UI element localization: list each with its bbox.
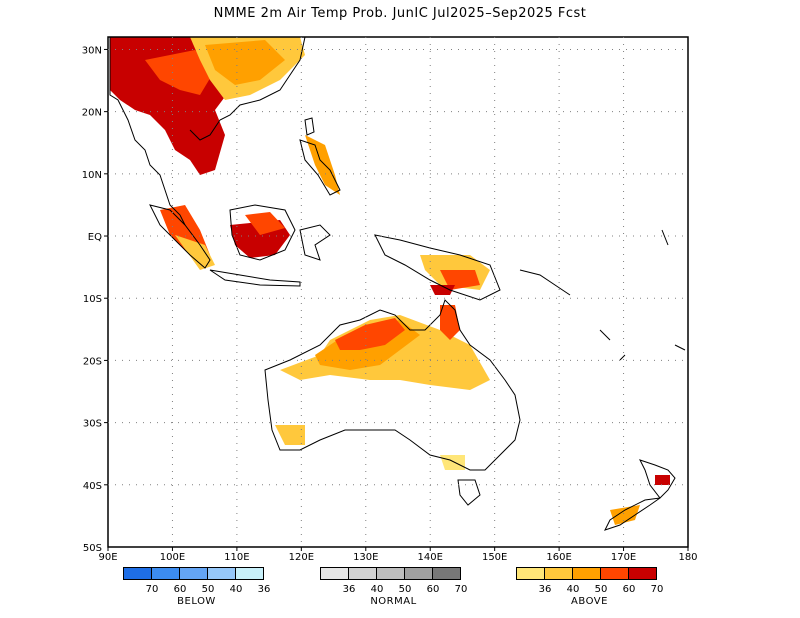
longitude-labels: 90E 100E 110E 120E 130E 140E 150E 160E 170E 180	[98, 552, 697, 563]
above-legend-swatch	[572, 567, 601, 580]
normal-legend-tick-label: 36	[342, 584, 356, 595]
below-legend-swatch	[235, 567, 264, 580]
below-legend-swatch	[151, 567, 180, 580]
below-legend-tick-label: 36	[257, 584, 271, 595]
shade-nz	[610, 505, 640, 525]
lat-label: 20N	[82, 108, 102, 119]
lat-label: 40S	[83, 481, 102, 492]
above-legend-swatch	[544, 567, 573, 580]
normal-legend-swatch	[404, 567, 433, 580]
coast-newguinea	[374, 234, 501, 301]
normal-legend-tick-label: 40	[370, 584, 384, 595]
map-frame-group: 30N 20N 10N EQ 10S 20S 30S 40S 50S 90E 100E 110E 12…	[82, 36, 698, 563]
coast-tasmania	[457, 479, 481, 506]
normal-legend-swatches	[320, 567, 467, 582]
shade-aus-se	[440, 455, 465, 470]
above-legend-swatch	[600, 567, 629, 580]
shade-china-above2	[205, 40, 285, 85]
shade-sumatra-2	[175, 235, 215, 270]
coast-asia	[109, 36, 306, 226]
lat-label: 50S	[83, 543, 102, 554]
lon-label: 90E	[98, 552, 117, 563]
above-legend-swatch	[516, 567, 545, 580]
forecast-shading	[110, 37, 670, 525]
lon-label: 120E	[289, 552, 314, 563]
coast-australia	[264, 299, 521, 471]
lon-label: 180	[678, 552, 697, 563]
legend-below: 70 60 50 40 36 BELOW	[123, 567, 270, 617]
above-legend-tick-label: 60	[622, 584, 636, 595]
legend-normal: 36 40 50 60 70 NORMAL	[320, 567, 467, 617]
lon-label: 100E	[160, 552, 185, 563]
gridlines	[108, 37, 688, 547]
lon-label: 110E	[224, 552, 249, 563]
below-legend-tick-label: 40	[229, 584, 243, 595]
normal-legend-tick-label: 60	[426, 584, 440, 595]
lon-label: 170E	[611, 552, 636, 563]
shade-aus-sw	[275, 425, 305, 445]
normal-legend-swatch	[432, 567, 461, 580]
normal-legend-swatch	[348, 567, 377, 580]
shade-nz-north	[655, 475, 670, 485]
normal-legend-title: NORMAL	[370, 596, 417, 607]
lon-label: 160E	[546, 552, 571, 563]
normal-legend-ticks: 36 40 50 60 70	[320, 582, 468, 596]
above-legend-ticks: 36 40 50 60 70	[516, 582, 664, 596]
normal-legend-swatch	[320, 567, 349, 580]
coast-borneo	[229, 204, 296, 261]
coast-philippines	[299, 139, 341, 196]
lon-label: 140E	[418, 552, 443, 563]
below-legend-ticks: 70 60 50 40 36	[123, 582, 271, 596]
shade-png-3	[430, 285, 455, 295]
lat-label: 30N	[82, 45, 102, 56]
above-legend-swatches	[516, 567, 663, 582]
lon-label: 130E	[353, 552, 378, 563]
lat-label: 30S	[83, 419, 102, 430]
lat-label: 10S	[83, 294, 102, 305]
below-legend-swatch	[123, 567, 152, 580]
lat-label: 20S	[83, 356, 102, 367]
below-legend-tick-label: 70	[145, 584, 159, 595]
above-legend-tick-label: 36	[538, 584, 552, 595]
lat-label: EQ	[88, 232, 102, 243]
coast-sumatra	[149, 204, 211, 269]
axis-ticks	[104, 48, 689, 551]
below-legend-title: BELOW	[177, 596, 216, 607]
above-legend-tick-label: 70	[650, 584, 664, 595]
map-title: NMME 2m Air Temp Prob. JunIC Jul2025–Sep…	[213, 6, 587, 21]
normal-legend-swatch	[376, 567, 405, 580]
below-legend-tick-label: 60	[173, 584, 187, 595]
above-legend-tick-label: 40	[566, 584, 580, 595]
latitude-labels: 30N 20N 10N EQ 10S 20S 30S 40S 50S	[82, 45, 102, 554]
shade-aus-north-red	[335, 318, 405, 350]
below-legend-swatch	[207, 567, 236, 580]
above-legend-tick-label: 50	[594, 584, 608, 595]
coast-java	[209, 269, 301, 287]
shade-philippines	[305, 135, 340, 195]
normal-legend-tick-label: 70	[454, 584, 468, 595]
coast-pacific-islands	[519, 229, 686, 361]
above-legend-swatch	[628, 567, 657, 580]
coast-taiwan	[304, 117, 315, 136]
lat-label: 10N	[82, 170, 102, 181]
below-legend-tick-label: 50	[201, 584, 215, 595]
lon-label: 150E	[482, 552, 507, 563]
below-legend-swatches	[123, 567, 270, 582]
shade-borneo-2	[245, 212, 285, 235]
legend-above: 36 40 50 60 70 ABOVE	[516, 567, 663, 617]
below-legend-swatch	[179, 567, 208, 580]
map-frame	[107, 36, 689, 548]
coast-sulawesi	[299, 224, 331, 261]
coastlines	[109, 36, 686, 531]
coast-nz-south	[604, 497, 661, 531]
shade-asia-mid	[145, 50, 215, 95]
normal-legend-tick-label: 50	[398, 584, 412, 595]
shade-aus-cape	[440, 305, 460, 340]
coast-nz-north	[639, 459, 676, 499]
above-legend-title: ABOVE	[571, 596, 608, 607]
